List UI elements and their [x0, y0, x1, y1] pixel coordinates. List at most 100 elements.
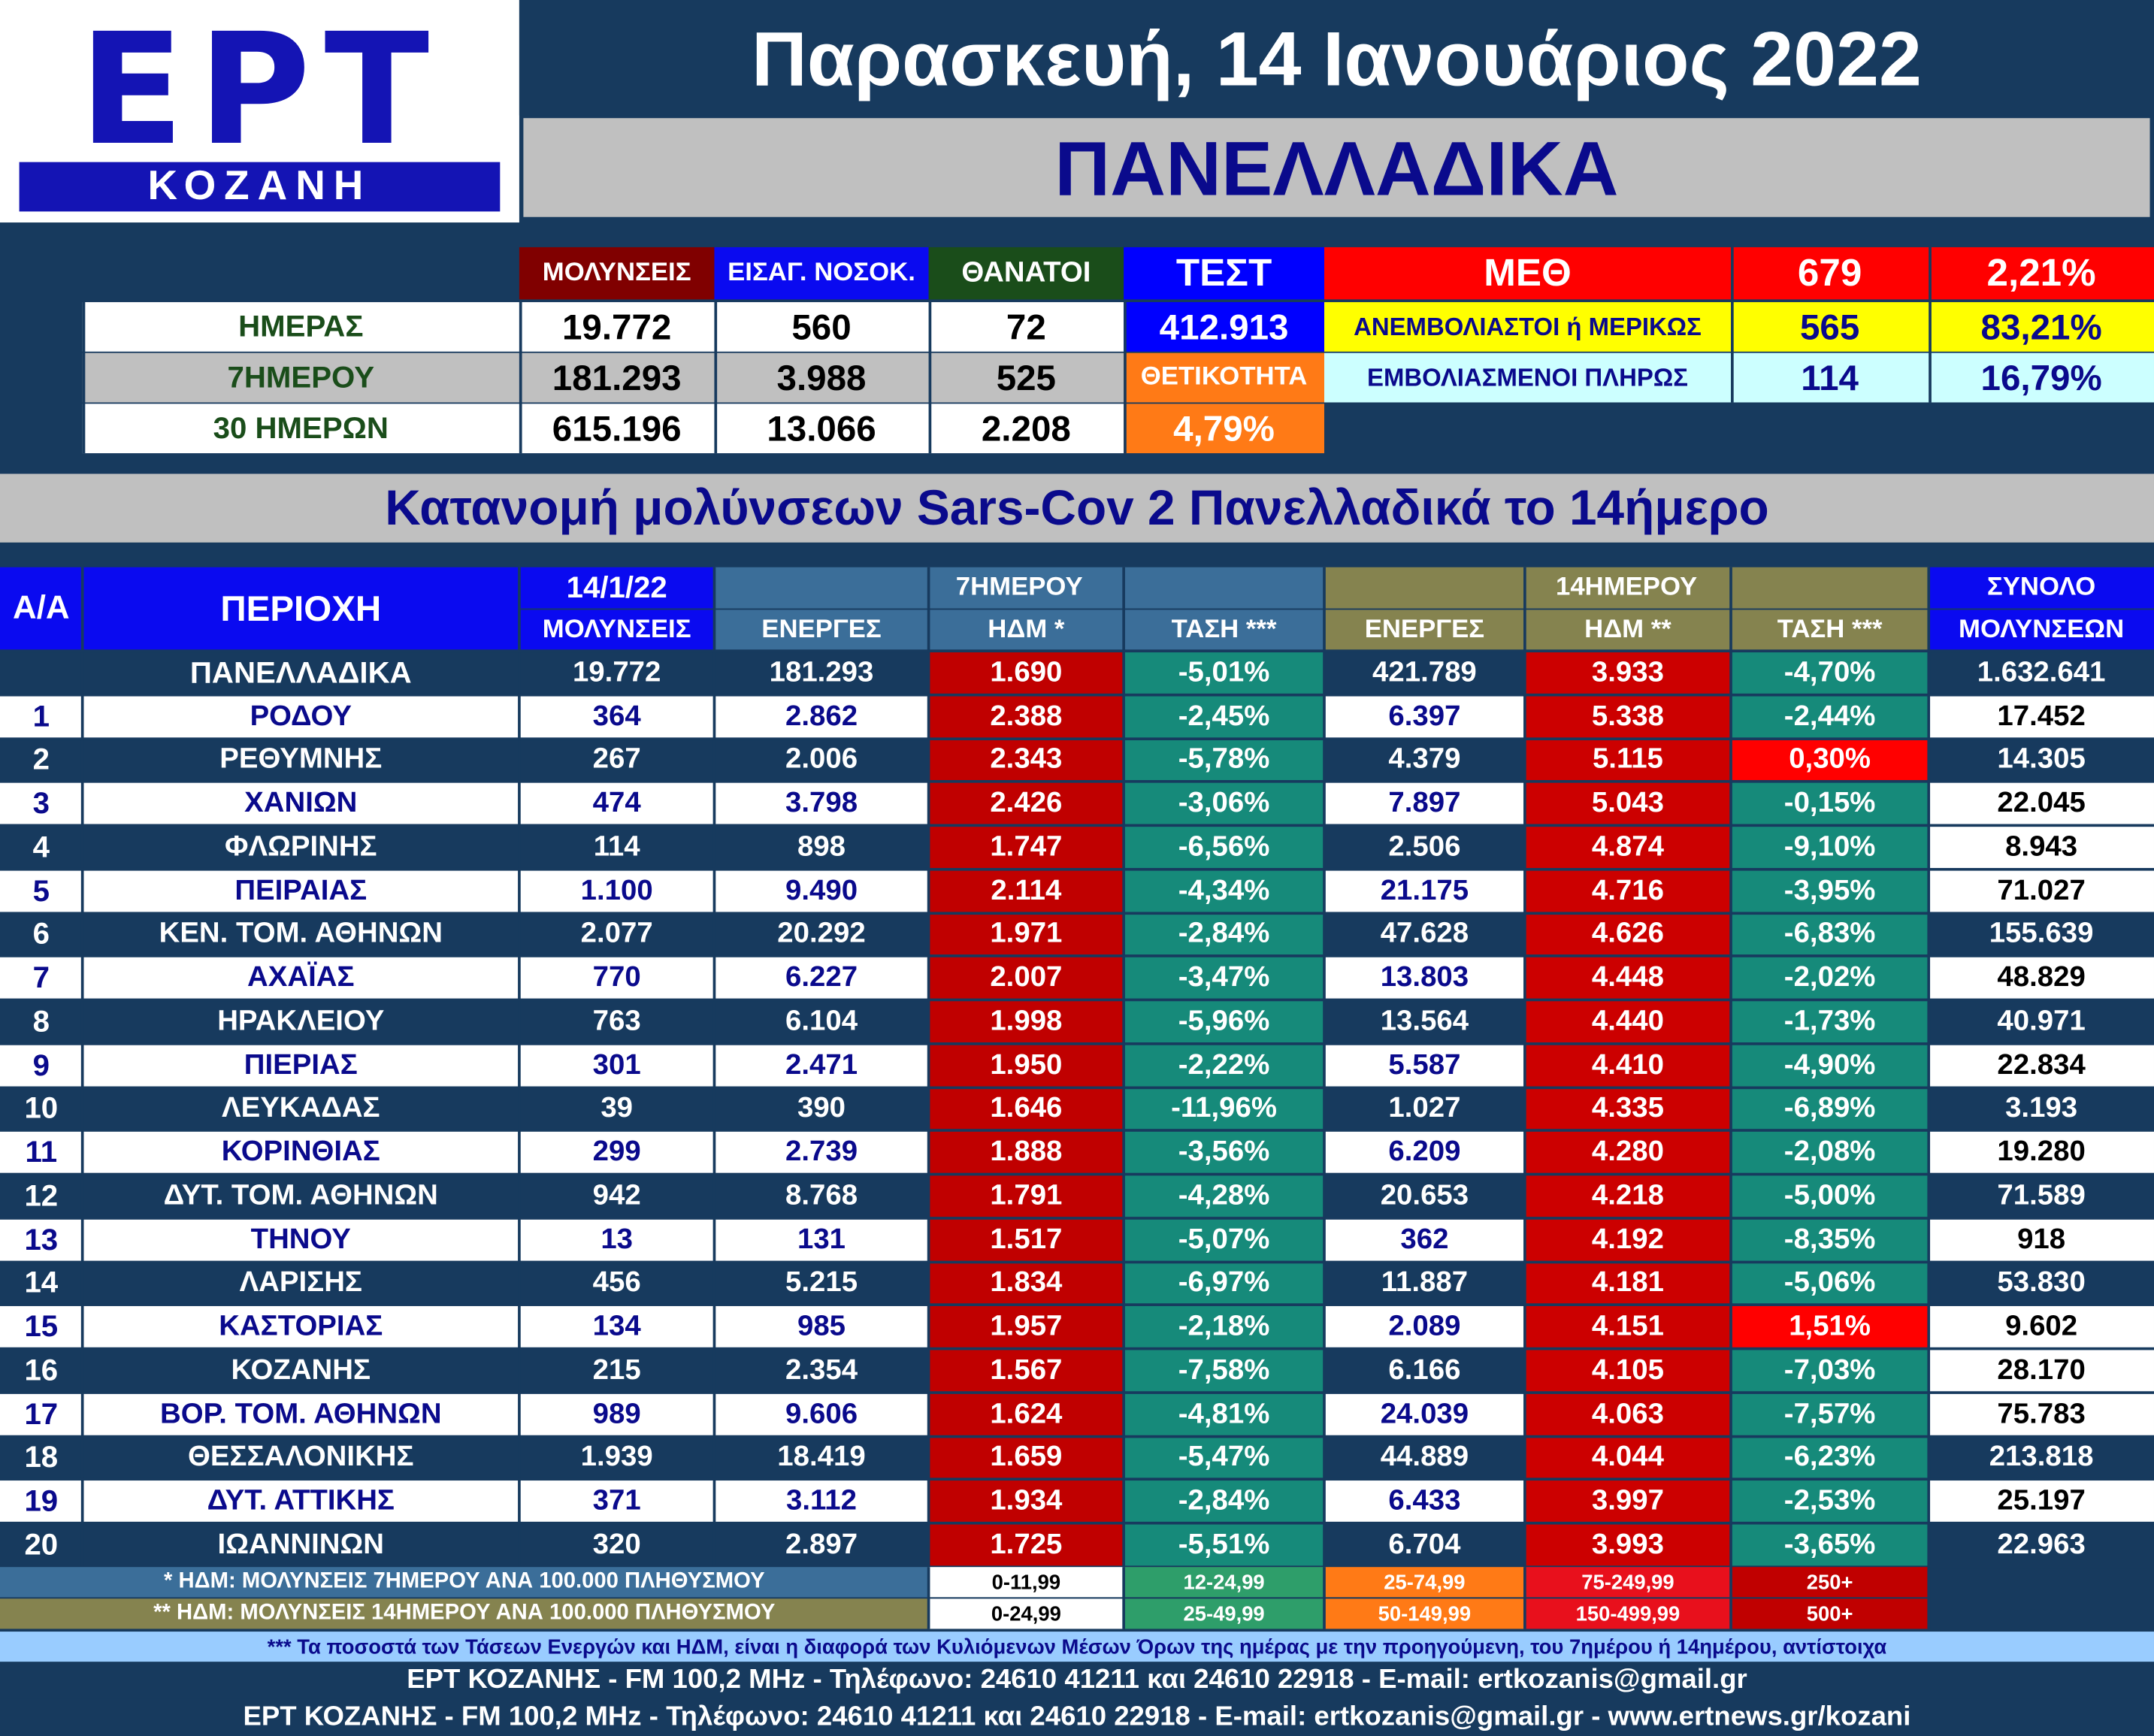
row-trend-7day: -6,97%	[1124, 1261, 1324, 1305]
legend-range-14day: 50-149,99	[1324, 1598, 1525, 1629]
header-group-14day: 14ΗΜΕΡΟΥ	[1324, 567, 1929, 609]
header-region: ΠΑΝΕΛΛΑΔΙΚΑ	[523, 118, 2150, 217]
summary-header-tests: ΤΕΣΤ	[1124, 246, 1324, 300]
row-hdm-14day: 4.335	[1524, 1087, 1732, 1131]
summary-deaths: 525	[928, 352, 1124, 403]
row-hdm-7day: 1.998	[928, 1000, 1124, 1044]
row-total: 14.305	[1929, 738, 2154, 782]
row-infections: 1.939	[519, 1435, 715, 1480]
row-total: 28.170	[1929, 1348, 2154, 1393]
row-hdm-14day: 4.181	[1524, 1261, 1732, 1305]
grid-line	[928, 1597, 1929, 1599]
row-active-14day: 5.587	[1324, 1043, 1525, 1087]
row-total: 25.197	[1929, 1479, 2154, 1523]
row-trend-14day: -3,65%	[1731, 1523, 1929, 1567]
row-infections: 134	[519, 1305, 715, 1349]
row-trend-7day: -5,01%	[1124, 651, 1324, 695]
row-total: 3.193	[1929, 1087, 2154, 1131]
row-active-14day: 1.027	[1324, 1087, 1525, 1131]
row-trend-14day: 1,51%	[1731, 1305, 1929, 1349]
row-active-7day: 6.104	[714, 1000, 929, 1044]
row-hdm-14day: 4.280	[1524, 1130, 1732, 1175]
grid-line	[518, 567, 521, 1567]
header-trend-14day: ΤΑΣΗ ***	[1731, 609, 1929, 650]
summary-admissions: 560	[714, 302, 929, 352]
row-active-14day: 13.564	[1324, 1000, 1525, 1044]
summary-infections: 181.293	[519, 352, 715, 403]
row-trend-7day: -5,07%	[1124, 1217, 1324, 1262]
row-active-14day: 20.653	[1324, 1174, 1525, 1218]
row-total: 9.602	[1929, 1305, 2154, 1349]
row-hdm-7day: 2.426	[928, 782, 1124, 826]
row-hdm-14day: 4.218	[1524, 1174, 1732, 1218]
row-hdm-7day: 2.343	[928, 738, 1124, 782]
grid-line	[0, 1434, 2154, 1438]
row-active-14day: 44.889	[1324, 1435, 1525, 1480]
legend-note-14day: ** ΗΔΜ: ΜΟΛΥΝΣΕΙΣ 14ΗΜΕΡΟΥ ΑΝΑ 100.000 Π…	[0, 1598, 929, 1629]
row-hdm-7day: 1.888	[928, 1130, 1124, 1175]
row-trend-7day: -4,28%	[1124, 1174, 1324, 1218]
row-hdm-14day: 4.063	[1524, 1392, 1732, 1436]
row-infections: 456	[519, 1261, 715, 1305]
header-total-infections: ΜΟΛΥΝΣΕΩΝ	[1929, 609, 2154, 650]
row-trend-14day: -8,35%	[1731, 1217, 1929, 1262]
header-total: ΣΥΝΟΛΟ	[1929, 567, 2154, 609]
summary-header-admissions: ΕΙΣΑΓ. ΝΟΣΟΚ.	[714, 246, 929, 300]
row-trend-14day: -2,53%	[1731, 1479, 1929, 1523]
row-active-14day: 2.089	[1324, 1305, 1525, 1349]
row-hdm-14day: 5.043	[1524, 782, 1732, 826]
row-active-7day: 2.739	[714, 1130, 929, 1175]
row-hdm-7day: 1.747	[928, 825, 1124, 870]
grid-line	[1124, 301, 1127, 454]
row-infections: 39	[519, 1087, 715, 1131]
row-region-national: ΠΑΝΕΛΛΑΔΙΚΑ	[82, 651, 519, 695]
grid-line	[0, 1085, 2154, 1089]
row-infections: 299	[519, 1130, 715, 1175]
row-active-7day: 2.354	[714, 1348, 929, 1393]
grid-line	[1122, 567, 1125, 1567]
row-aa: 9	[0, 1043, 83, 1087]
row-total: 40.971	[1929, 1000, 2154, 1044]
summary-admissions: 3.988	[714, 352, 929, 403]
legend-range-14day: 0-24,99	[928, 1598, 1124, 1629]
grid-line	[82, 301, 86, 454]
row-active-7day: 9.490	[714, 869, 929, 913]
logo-city: ΚΟΖΑΝΗ	[19, 162, 501, 212]
header-active-14day: ΕΝΕΡΓΕΣ	[1324, 609, 1525, 650]
summary-deaths: 2.208	[928, 404, 1124, 454]
row-hdm-14day: 3.993	[1524, 1523, 1732, 1567]
summary-row-label: ΗΜΕΡΑΣ	[82, 302, 519, 352]
row-total: 1.632.641	[1929, 651, 2154, 695]
row-total: 53.830	[1929, 1261, 2154, 1305]
row-aa: 19	[0, 1479, 83, 1523]
grid-line	[0, 693, 2154, 697]
icu-vaccinated-count: 114	[1731, 352, 1929, 403]
row-hdm-7day: 1.725	[928, 1523, 1124, 1567]
grid-line	[0, 780, 2154, 784]
row-active-7day: 5.215	[714, 1261, 929, 1305]
positivity-value: 4,79%	[1124, 404, 1324, 454]
row-aa: 20	[0, 1523, 83, 1567]
row-region: ΑΧΑΪΑΣ	[82, 956, 519, 1000]
icu-unvaccinated-percent: 83,21%	[1929, 302, 2154, 352]
row-region: ΛΑΡΙΣΗΣ	[82, 1261, 519, 1305]
row-trend-14day: -2,44%	[1731, 694, 1929, 739]
row-aa: 17	[0, 1392, 83, 1436]
icu-vaccinated-label: ΕΜΒΟΛΙΑΣΜΕΝΟΙ ΠΛΗΡΩΣ	[1324, 352, 1732, 403]
row-hdm-14day: 3.933	[1524, 651, 1732, 695]
row-total: 8.943	[1929, 825, 2154, 870]
row-total: 155.639	[1929, 912, 2154, 957]
row-infections: 13	[519, 1217, 715, 1262]
grid-line	[1323, 567, 1326, 1567]
header-trend-7day: ΤΑΣΗ ***	[1124, 609, 1324, 650]
grid-line	[714, 301, 718, 454]
icu-percent: 2,21%	[1929, 246, 2154, 300]
grid-line	[1523, 567, 1526, 1567]
row-active-7day: 9.606	[714, 1392, 929, 1436]
row-active-14day: 4.379	[1324, 738, 1525, 782]
grid-line	[0, 1042, 2154, 1045]
header-region: ΠΕΡΙΟΧΗ	[82, 567, 519, 650]
row-active-7day: 20.292	[714, 912, 929, 957]
row-region: ΚΕΝ. ΤΟΜ. ΑΘΗΝΩΝ	[82, 912, 519, 957]
row-active-14day: 47.628	[1324, 912, 1525, 957]
